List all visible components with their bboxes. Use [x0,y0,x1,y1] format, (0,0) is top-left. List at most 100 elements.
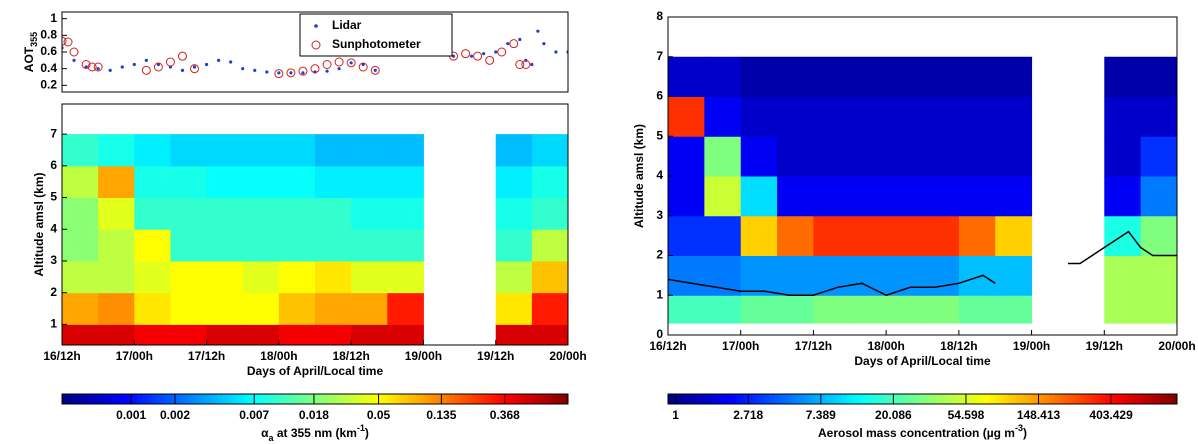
colorbar-swatch [209,394,215,404]
heat-cell [1104,136,1142,177]
heat-cell [495,260,533,294]
colorbar-tick-label: 20.086 [875,408,912,422]
y-axis-label-part: AOT [22,46,36,72]
y-tick-label: 4 [656,168,663,182]
colorbar-swatch [1028,394,1034,404]
heat-cell [315,292,352,325]
colorbar-swatch [87,394,93,404]
colorbar-swatch [285,394,291,404]
x-tick-label: 16/12h [43,349,80,363]
colorbar-swatch [184,394,189,404]
heat-cell [849,96,887,137]
colorbar-swatch [525,394,531,404]
heat-cell [1104,295,1142,324]
colorbar-swatch [331,394,337,404]
heat-cell [134,197,171,230]
heat-cell [387,292,424,325]
sun-point [358,62,368,72]
heat-cell [495,197,533,230]
colorbar-swatch [382,394,388,404]
colorbar-swatch [390,394,396,404]
colorbar-swatch [62,394,67,404]
heat-cell [134,324,171,345]
heat-cell [62,229,99,262]
colorbar-swatch [680,394,686,404]
colorbar-swatch [803,394,809,404]
x-axis-label: Days of April/Local time [854,354,991,368]
heat-cell [242,260,280,294]
colorbar-tick-label: 0.018 [299,408,329,422]
colorbar-swatch [786,394,792,404]
heat-cell [351,324,388,345]
colorbar-swatch [795,394,800,404]
colorbar-swatch [1092,394,1097,404]
colorbar-swatch [91,394,97,404]
colorbar-swatch [163,394,168,404]
colorbar-swatch [247,394,253,404]
colorbar-swatch [496,394,502,404]
y-tick-label: 5 [656,128,663,142]
colorbar-swatch [824,394,830,404]
heat-cell [170,260,208,294]
heat-cell [351,260,388,294]
heat-cell [62,292,99,325]
heat-cell [351,134,388,167]
lidar-point [144,58,148,62]
colorbar-swatch [319,394,324,404]
colorbar-swatch [1138,394,1144,404]
heat-cell [958,56,996,97]
colorbar-label-part: α [261,426,269,440]
heat-cell [315,134,352,167]
colorbar-swatch [129,394,135,404]
colorbar-tick-label: 1 [672,408,679,422]
heat-cell [170,134,208,167]
x-tick-label: 19/12h [477,349,514,363]
colorbar-swatch [243,394,249,404]
colorbar-swatch [1117,394,1123,404]
colorbar-swatch [774,394,779,404]
heat-cell [62,324,99,345]
lidar-point [96,67,100,71]
colorbar-swatch [714,394,720,404]
heat-cell [278,292,316,325]
heat-cell [668,56,705,97]
heat-cell [170,324,208,345]
colorbar-swatch [710,394,716,404]
colorbar-tick-label: 0.001 [116,408,146,422]
lidar-point [530,62,534,67]
x-tick-label: 20/00h [1158,339,1195,353]
heat-cell [813,295,851,324]
lidar-point [265,70,269,74]
legend-box [299,13,453,57]
heat-cell [740,96,778,137]
colorbar-label-part: -1 [357,423,365,433]
heat-cell [704,295,742,324]
colorbar-swatch [302,394,308,404]
lidar-point [470,54,474,58]
colorbar-swatch [264,394,270,404]
colorbar-swatch [336,394,341,404]
sun-point [165,57,175,67]
heat-cell [668,96,705,137]
heat-cell [62,260,99,294]
colorbar-swatch [344,394,350,404]
y-tick-label: 0.8 [40,28,57,42]
heat-cell [704,96,742,137]
colorbar-swatch [998,394,1004,404]
sun-point [497,47,507,57]
colorbar-swatch [807,394,813,404]
sun-point [461,49,471,59]
colorbar-swatch [289,394,295,404]
y-tick-label: 8 [656,9,663,23]
lidar-point [289,71,293,75]
colorbar-swatch [1020,394,1025,404]
sun-point [87,62,97,72]
heat-cell [170,165,208,199]
colorbar-swatch [1070,394,1076,404]
colorbar-swatch [492,394,497,404]
lidar-point [325,69,329,73]
colorbar-swatch [277,394,282,404]
heat-cell [62,197,99,230]
heat-cell [668,295,705,324]
colorbar-swatch [744,394,750,404]
